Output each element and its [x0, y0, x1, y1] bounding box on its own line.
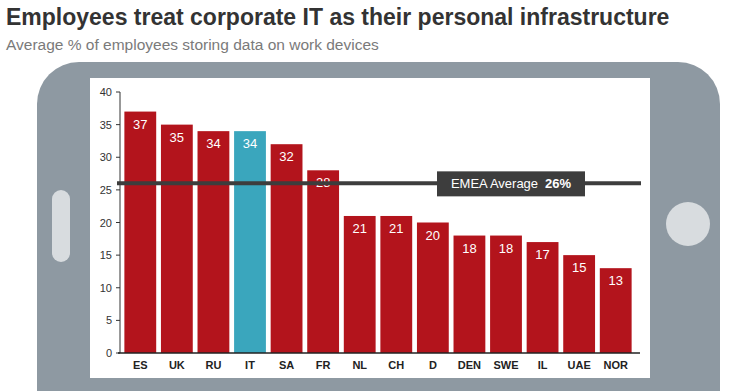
y-tick: [116, 92, 120, 93]
phone-frame: [37, 62, 720, 391]
y-tick: [116, 320, 120, 321]
phone-screen: [90, 78, 650, 378]
bar: [600, 268, 632, 353]
x-tick-label: IT: [245, 359, 255, 371]
bar: [271, 144, 303, 353]
data-label: 18: [499, 241, 513, 256]
average-label-value: 26%: [545, 176, 571, 191]
bar: [417, 223, 449, 354]
data-label: 21: [389, 221, 403, 236]
data-label: 21: [352, 221, 366, 236]
bar: [124, 112, 156, 353]
x-tick-label: NOR: [603, 359, 628, 371]
y-tick-label: 5: [106, 314, 112, 326]
average-label-text: EMEA Average: [451, 176, 538, 191]
bar: [161, 125, 193, 353]
y-tick-label: 35: [100, 119, 112, 131]
y-tick-label: 40: [100, 86, 112, 98]
x-tick-label: ES: [133, 359, 148, 371]
y-tick: [116, 222, 120, 223]
x-tick-label: RU: [205, 359, 221, 371]
y-tick-label: 30: [100, 151, 112, 163]
y-tick-label: 15: [100, 249, 112, 261]
bar: [527, 242, 559, 353]
bar: [490, 236, 522, 353]
y-tick: [116, 287, 120, 288]
average-label: EMEA Average 26%: [451, 176, 572, 191]
y-tick: [116, 255, 120, 256]
data-label: 18: [462, 241, 476, 256]
x-tick-label: NL: [352, 359, 367, 371]
data-label: 35: [170, 130, 184, 145]
bar: [307, 170, 339, 353]
data-label: 20: [426, 228, 440, 243]
bar: [454, 236, 486, 353]
x-tick-label: CH: [388, 359, 404, 371]
y-tick: [116, 157, 120, 158]
data-label: 34: [206, 136, 220, 151]
bar: [380, 216, 412, 353]
root: Employees treat corporate IT as their pe…: [0, 0, 740, 391]
x-tick-label: DEN: [458, 359, 481, 371]
data-label: 15: [572, 260, 586, 275]
bar: [344, 216, 376, 353]
data-label: 37: [133, 117, 147, 132]
x-axis: [118, 352, 640, 354]
x-tick-label: UAE: [568, 359, 591, 371]
bar: [198, 131, 230, 353]
x-tick-label: SA: [279, 359, 294, 371]
y-tick-label: 10: [100, 282, 112, 294]
y-tick-label: 25: [100, 184, 112, 196]
phone-button: [52, 190, 70, 262]
bars: [124, 112, 631, 353]
data-label: 17: [535, 247, 549, 262]
data-label: 34: [243, 136, 257, 151]
title: Employees treat corporate IT as their pe…: [6, 4, 669, 30]
x-tick-label: UK: [169, 359, 185, 371]
average-label-box: [437, 171, 585, 196]
y-tick-label: 0: [106, 347, 112, 359]
chart: Employees treat corporate IT as their pe…: [0, 0, 740, 391]
x-tick-label: IL: [538, 359, 548, 371]
phone-home-button: [666, 202, 710, 246]
data-label: 13: [608, 273, 622, 288]
subtitle: Average % of employees storing data on w…: [6, 36, 379, 53]
x-tick-label: D: [429, 359, 437, 371]
y-tick: [116, 124, 120, 125]
data-label: 32: [279, 149, 293, 164]
y-tick-label: 20: [100, 217, 112, 229]
bar: [563, 255, 595, 353]
bar: [234, 131, 266, 353]
x-tick-label: SWE: [493, 359, 518, 371]
y-tick: [116, 189, 120, 190]
x-tick-label: FR: [316, 359, 331, 371]
